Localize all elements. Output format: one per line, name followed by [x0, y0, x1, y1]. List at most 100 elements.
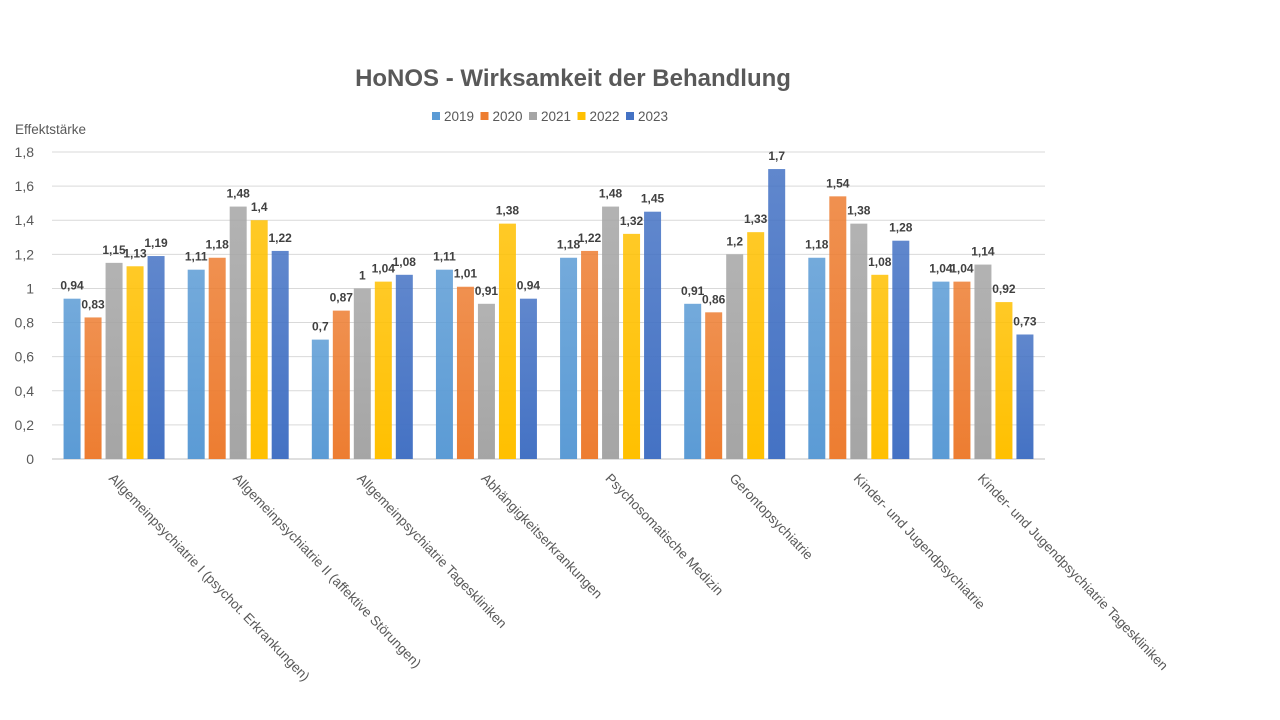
bar-2019 — [311, 339, 329, 459]
data-label: 1,18 — [557, 238, 581, 252]
bar-2020 — [953, 281, 971, 459]
data-label: 1,04 — [950, 262, 974, 276]
bar-2021 — [726, 254, 744, 459]
legend-swatch — [529, 112, 537, 120]
bar-2022 — [747, 232, 765, 459]
data-label: 1,04 — [372, 262, 396, 276]
data-label: 0,91 — [681, 284, 705, 298]
bar-2022 — [374, 281, 392, 459]
data-label: 1,18 — [206, 238, 230, 252]
data-label: 0,83 — [81, 297, 105, 311]
data-label: 1,7 — [768, 149, 785, 163]
data-label: 1,38 — [847, 204, 871, 218]
data-label: 1,22 — [578, 231, 602, 245]
bar-2019 — [808, 257, 826, 459]
bar-2023 — [519, 298, 537, 459]
x-category-label: Allgemeinpsychiatrie I (psychot. Erkrank… — [106, 471, 313, 684]
bar-2022 — [995, 302, 1013, 459]
data-label: 1,45 — [641, 192, 665, 206]
bar-2023 — [644, 211, 662, 459]
bar-2019 — [187, 269, 205, 459]
bar-2022 — [250, 220, 268, 459]
bar-2023 — [271, 250, 289, 459]
legend-swatch — [626, 112, 634, 120]
y-tick-label: 0,6 — [15, 349, 35, 365]
bar-2022 — [126, 266, 144, 459]
data-label: 1,54 — [826, 176, 850, 190]
data-labels: 0,940,831,151,131,191,111,181,481,41,220… — [60, 149, 1037, 334]
y-tick-label: 1,2 — [15, 246, 35, 262]
data-label: 1 — [359, 268, 366, 282]
y-axis-label: Effektstärke — [15, 122, 86, 137]
bar-2021 — [850, 223, 868, 459]
data-label: 0,94 — [60, 279, 84, 293]
bar-2020 — [84, 317, 102, 459]
data-label: 1,13 — [123, 246, 147, 260]
bar-2019 — [932, 281, 950, 459]
legend: 2019 2020 2021 2022 2023 — [432, 109, 668, 124]
bar-2023 — [892, 240, 910, 459]
legend-label: 2019 — [444, 109, 474, 124]
bar-2019 — [63, 298, 81, 459]
bar-2020 — [705, 312, 723, 459]
y-tick-label: 1,6 — [15, 178, 35, 194]
x-category-label: Kinder- und Jugendpsychiatrie Tagesklini… — [975, 471, 1171, 673]
data-label: 0,87 — [330, 291, 354, 305]
bar-2023 — [768, 169, 786, 460]
data-label: 0,7 — [312, 320, 329, 334]
bar-2021 — [105, 262, 123, 459]
data-label: 1,04 — [929, 262, 953, 276]
x-category-label: Kinder- und Jugendpsychiatrie — [851, 471, 988, 613]
legend-swatch — [577, 112, 586, 120]
data-label: 0,91 — [475, 284, 499, 298]
data-label: 0,73 — [1013, 314, 1037, 328]
data-label: 1,48 — [227, 187, 251, 201]
chart-title: HoNOS - Wirksamkeit der Behandlung — [355, 65, 791, 92]
y-tick-label: 1 — [26, 280, 34, 296]
x-category-label: Abhängigkeitserkrankungen — [478, 471, 605, 602]
y-tick-label: 1,8 — [15, 144, 35, 160]
data-label: 1,11 — [185, 250, 208, 264]
bar-2019 — [435, 269, 453, 459]
y-tick-label: 0,2 — [15, 417, 35, 433]
bars — [63, 169, 1034, 460]
bar-2023 — [395, 274, 413, 459]
legend-label: 2021 — [541, 109, 571, 124]
legend-label: 2023 — [638, 109, 668, 124]
bar-2021 — [974, 264, 992, 459]
data-label: 1,08 — [868, 255, 892, 269]
bar-2022 — [623, 233, 641, 459]
data-label: 1,15 — [102, 243, 126, 257]
data-label: 1,4 — [251, 200, 268, 214]
data-label: 1,48 — [599, 187, 623, 201]
legend-label: 2020 — [493, 109, 523, 124]
data-label: 1,01 — [454, 267, 478, 281]
data-label: 1,19 — [144, 236, 168, 250]
bar-2019 — [560, 257, 578, 459]
y-tick-label: 0,4 — [15, 383, 35, 399]
legend-label: 2022 — [590, 109, 620, 124]
bar-2021 — [229, 206, 247, 459]
data-label: 0,94 — [517, 279, 541, 293]
bar-2020 — [208, 257, 226, 459]
x-category-label: Allgemeinpsychiatrie Tageskliniken — [354, 471, 510, 631]
legend-swatch — [432, 112, 440, 120]
y-tick-label: 1,4 — [15, 212, 35, 228]
y-tick-label: 0 — [26, 451, 34, 467]
bar-2020 — [332, 310, 350, 459]
bar-2019 — [684, 303, 702, 459]
bar-2021 — [353, 288, 371, 459]
data-label: 0,92 — [992, 282, 1016, 296]
data-label: 1,28 — [889, 221, 913, 235]
data-label: 1,08 — [393, 255, 417, 269]
legend-swatch — [480, 112, 489, 120]
data-label: 0,86 — [702, 292, 726, 306]
data-label: 1,22 — [269, 231, 293, 245]
bar-2020 — [456, 286, 474, 459]
y-tick-label: 0,8 — [15, 315, 35, 331]
bar-2021 — [602, 206, 620, 459]
data-label: 1,11 — [433, 250, 456, 264]
bar-2023 — [147, 256, 165, 459]
data-label: 1,33 — [744, 212, 768, 226]
bar-2022 — [498, 223, 516, 459]
